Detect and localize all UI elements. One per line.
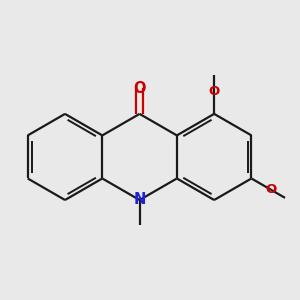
Text: O: O: [133, 81, 146, 96]
Text: O: O: [208, 85, 220, 98]
Text: N: N: [134, 193, 146, 208]
Text: O: O: [265, 183, 277, 196]
